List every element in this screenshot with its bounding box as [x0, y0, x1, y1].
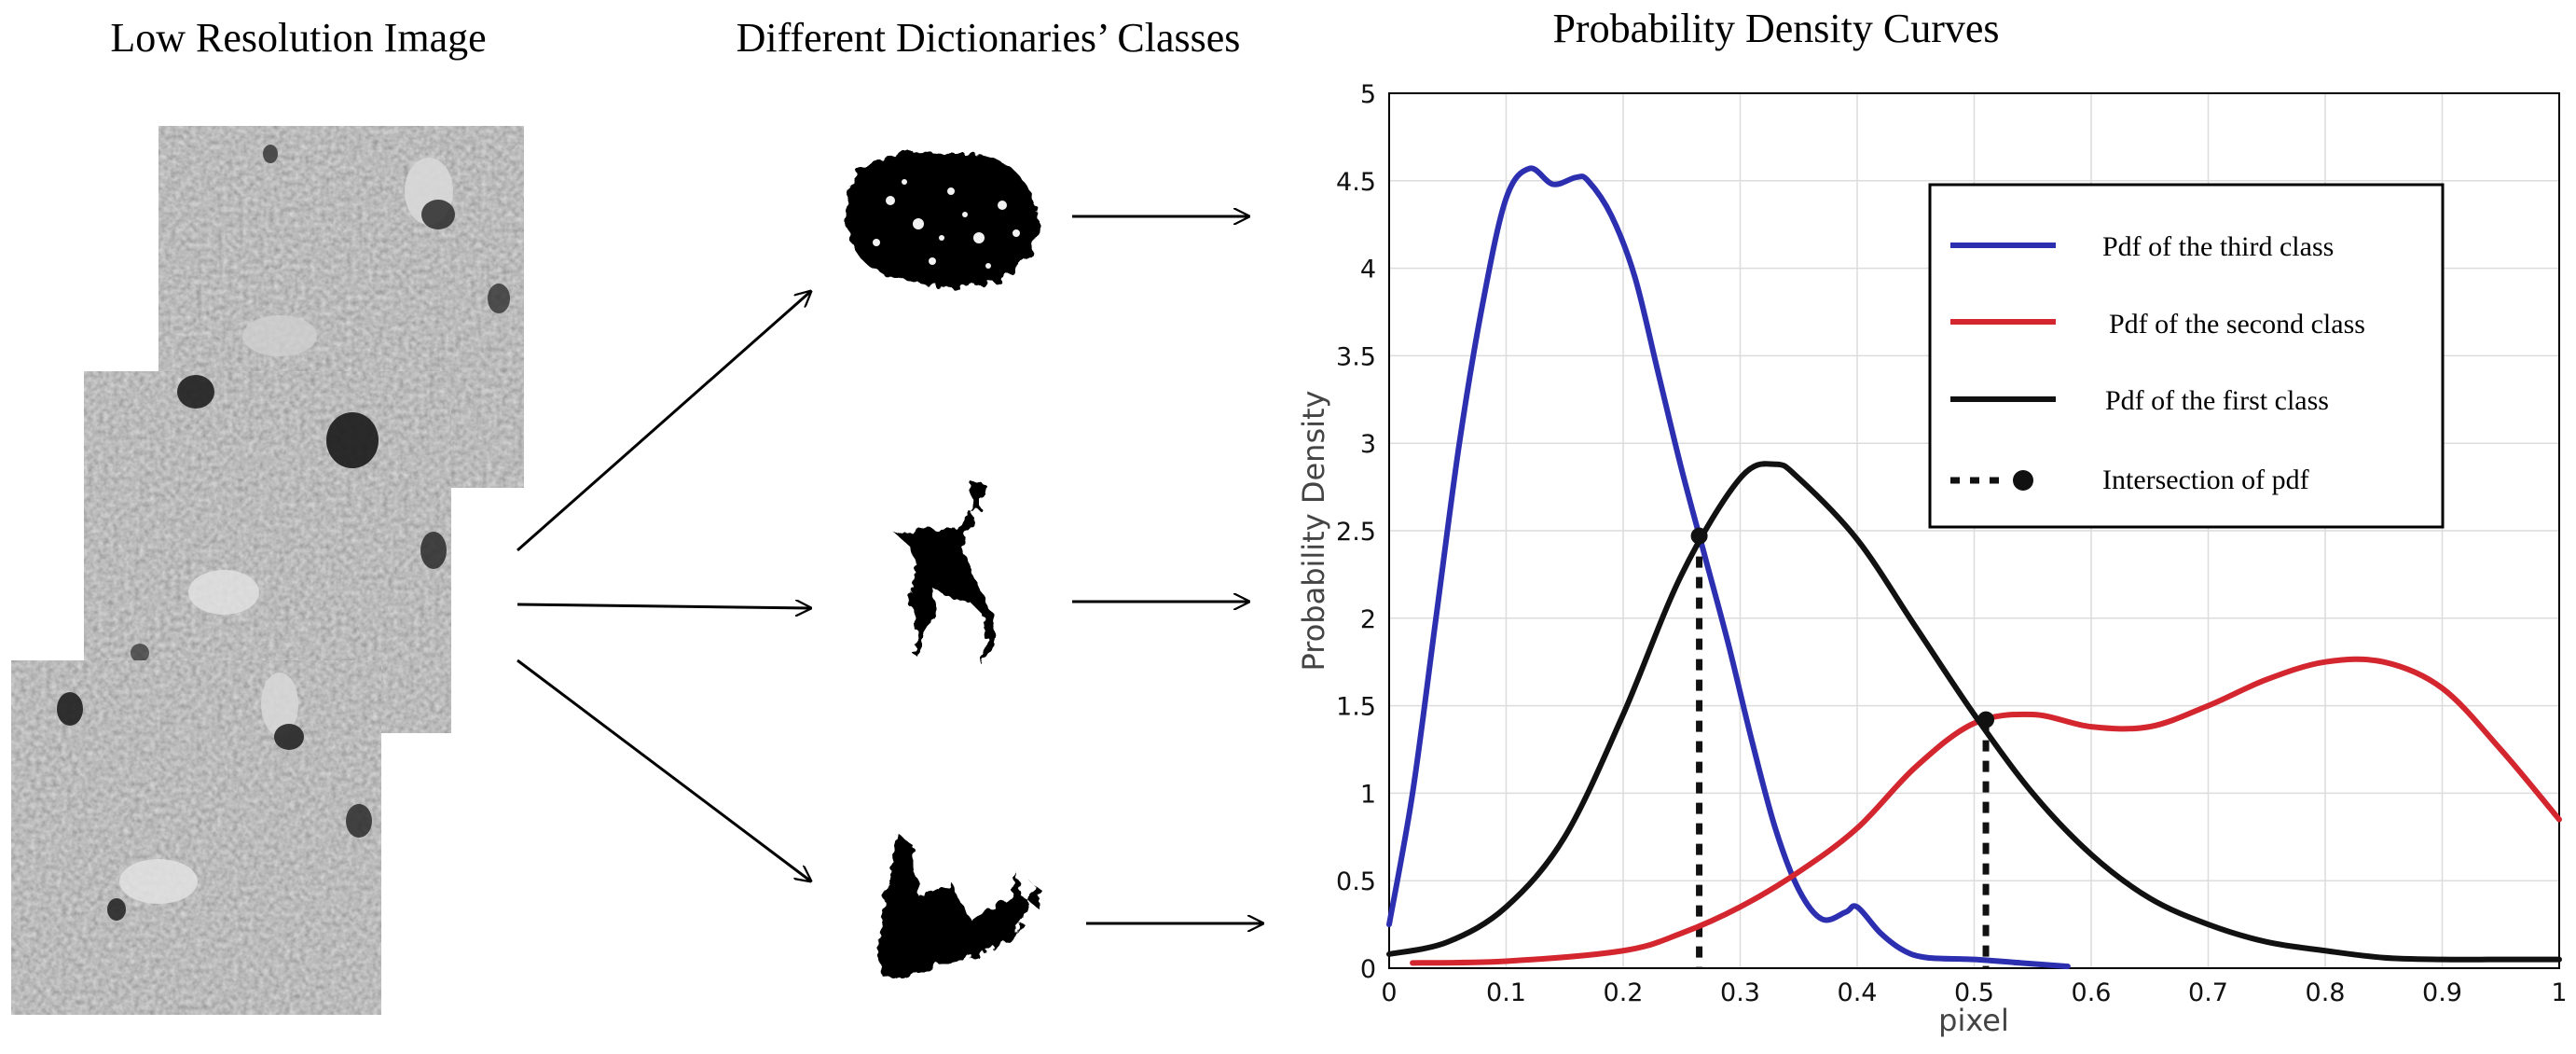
chart-legend: Pdf of the third class Pdf of the second…: [1928, 183, 2445, 529]
converging-arrows: [1072, 216, 1263, 923]
low-resolution-image-back: [158, 126, 524, 488]
pdf-chart: 0 0.1 0.2 0.3 0.4 0.5 0.6 0.7 0.8 0.9 1 0 0.5 1 1.5 2 2…: [1296, 80, 2568, 1038]
low-resolution-image-front: [11, 660, 381, 1015]
y-tick-label: 5: [1360, 80, 1376, 109]
middle-panel-title: Different Dictionaries’ Classes: [737, 15, 1241, 61]
x-tick-label: 0.2: [1604, 978, 1644, 1007]
left-panel-title: Low Resolution Image: [110, 15, 486, 61]
x-tick-label: 0.7: [2188, 978, 2228, 1007]
x-tick-label: 0.8: [2306, 978, 2346, 1007]
y-tick-label: 0.5: [1336, 867, 1376, 896]
x-tick-label: 0.4: [1838, 978, 1878, 1007]
intersection-point: [1977, 711, 1995, 728]
y-tick-label: 2.5: [1336, 518, 1376, 547]
intersection-points: [1690, 527, 1995, 728]
x-tick-label: 0.3: [1720, 978, 1760, 1007]
series-first-class-line: [1386, 461, 2562, 963]
y-tick-label: 3.5: [1336, 342, 1376, 371]
plot-frame: [1388, 92, 2560, 969]
legend-swatch-intersection: [1950, 470, 2033, 491]
arrow-to-third-class: [517, 291, 811, 552]
x-tick-label: 0.1: [1486, 978, 1526, 1007]
y-tick-label: 1.5: [1336, 693, 1376, 722]
diverging-arrows: [517, 291, 811, 881]
class-shape-third: [846, 152, 1039, 289]
low-resolution-image-stack: [11, 126, 524, 1015]
y-tick-label: 4.5: [1336, 168, 1376, 197]
x-tick-label: 0: [1381, 978, 1397, 1007]
arrow-to-first-class: [517, 659, 811, 881]
class-shape-first: [878, 835, 1042, 979]
legend-label-intersection: Intersection of pdf: [2102, 465, 2309, 495]
x-tick-labels: 0 0.1 0.2 0.3 0.4 0.5 0.6 0.7 0.8 0.9 1: [1381, 978, 2567, 1007]
intersection-point: [1690, 527, 1708, 545]
legend-label-second: Pdf of the second class: [2109, 309, 2365, 340]
x-axis-label: pixel: [1938, 1003, 2009, 1038]
x-tick-label: 0.6: [2072, 978, 2112, 1007]
x-tick-label: 1: [2551, 978, 2567, 1007]
series-second-class-line: [1410, 656, 2562, 966]
right-panel-title: Probability Density Curves: [1552, 6, 1999, 51]
y-tick-labels: 0 0.5 1 1.5 2 2.5 3 3.5 4 4.5 5: [1336, 80, 1376, 984]
y-tick-label: 4: [1360, 256, 1376, 284]
y-tick-label: 3: [1360, 430, 1376, 459]
series-third-class-line: [1386, 165, 2071, 970]
intersection-drop-lines: [1696, 535, 1990, 968]
class-shape-second: [895, 480, 996, 662]
arrow-to-second-class: [517, 604, 811, 608]
y-tick-label: 2: [1360, 605, 1376, 634]
legend-box: [1928, 183, 2445, 529]
legend-label-first: Pdf of the first class: [2105, 385, 2329, 416]
y-tick-label: 0: [1360, 955, 1376, 984]
x-tick-label: 0.9: [2422, 978, 2462, 1007]
x-tick-label: 0.5: [1954, 978, 1994, 1007]
pdf-series: [1386, 165, 2562, 970]
legend-label-third: Pdf of the third class: [2102, 231, 2334, 262]
y-axis-label: Probability Density: [1296, 391, 1331, 672]
y-tick-label: 1: [1360, 780, 1376, 809]
